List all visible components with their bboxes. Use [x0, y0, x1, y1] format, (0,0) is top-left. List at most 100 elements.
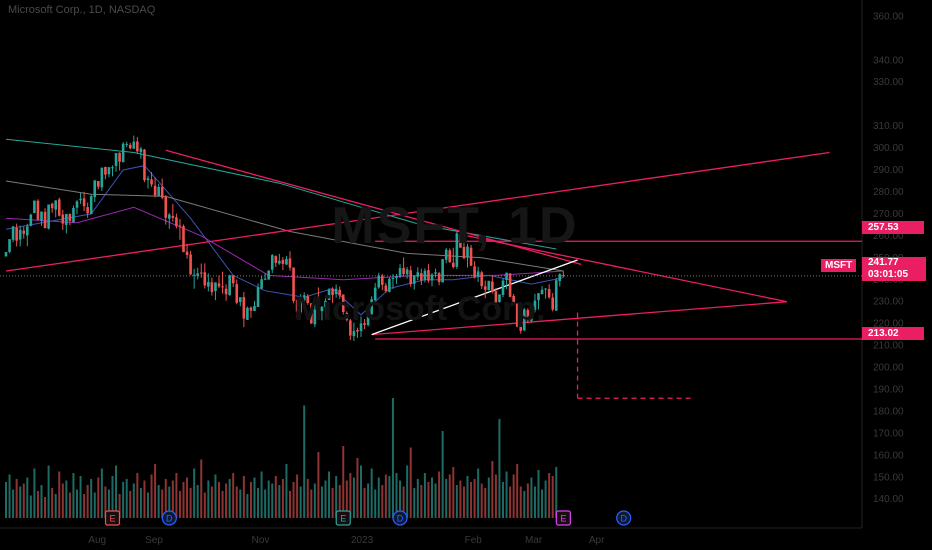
candle-body	[125, 143, 128, 145]
volume-bar	[281, 479, 284, 518]
volume-bar	[292, 482, 295, 518]
earnings-marker	[104, 510, 121, 526]
volume-bar	[44, 497, 47, 518]
volume-bar	[100, 468, 103, 518]
volume-bar	[523, 491, 526, 518]
volume-bar	[289, 491, 291, 518]
volume-bar	[72, 473, 75, 518]
price-axis-label: 340.00	[873, 55, 904, 66]
candle-body	[93, 180, 97, 198]
volume-bar	[5, 482, 7, 518]
candle-body	[554, 280, 558, 311]
candle-body	[352, 331, 356, 337]
volume-bar	[143, 480, 146, 518]
candle-body	[228, 275, 231, 296]
volume-bar	[12, 489, 15, 518]
candle-body	[384, 285, 388, 292]
candle-body	[292, 267, 295, 302]
volume-bar	[196, 485, 199, 518]
candle-body	[334, 288, 338, 295]
candle-body	[409, 270, 412, 285]
upper-level-price-tag: 257.53	[862, 221, 924, 234]
candle-body	[448, 250, 452, 263]
time-axis-label: Apr	[589, 535, 605, 546]
volume-bar	[203, 492, 206, 518]
volume-bar	[512, 474, 515, 518]
dividend-marker	[161, 510, 177, 526]
volume-bar	[320, 486, 323, 518]
candle-body	[434, 272, 437, 274]
candle-body	[338, 289, 341, 296]
candle-body	[214, 282, 217, 291]
price-axis-label: 230.00	[873, 297, 904, 308]
candle-body	[391, 277, 395, 279]
price-axis-label: 360.00	[873, 11, 904, 22]
volume-bar	[363, 488, 366, 518]
price-axis-label: 190.00	[873, 384, 904, 395]
candle-body	[182, 226, 185, 253]
candle-body	[317, 309, 320, 312]
candle-body	[65, 213, 68, 225]
volume-bar	[58, 471, 61, 518]
volume-bar	[239, 489, 242, 518]
volume-bar	[420, 485, 423, 518]
volume-bar	[61, 483, 64, 518]
price-axis-label: 280.00	[873, 187, 904, 198]
price-axis-label: 290.00	[873, 165, 904, 176]
price-axis-label: 270.00	[873, 209, 904, 220]
candle-body	[171, 215, 175, 218]
candle-body	[469, 247, 473, 266]
candle-body	[299, 299, 302, 313]
volume-bar	[274, 476, 277, 518]
volume-bar	[111, 476, 114, 518]
candle-body	[89, 196, 93, 215]
volume-bar	[68, 492, 71, 518]
volume-bar	[349, 473, 352, 518]
volume-bar	[257, 488, 260, 518]
candle-body	[295, 299, 299, 312]
volume-bar	[129, 491, 132, 518]
candle-body	[313, 309, 317, 325]
marker-label: E	[109, 514, 115, 524]
time-axis-label: Nov	[252, 535, 270, 546]
volume-bar	[264, 489, 267, 518]
price-axis-label: 170.00	[873, 428, 904, 439]
volume-bar	[473, 479, 476, 518]
candle-body	[349, 320, 352, 336]
marker-label: D	[397, 514, 404, 524]
volume-bar	[235, 486, 238, 518]
company-watermark: Microsoft Corp.	[294, 290, 546, 328]
volume-bar	[33, 468, 36, 518]
time-axis-label: 2023	[351, 535, 374, 546]
price-axis-label: 200.00	[873, 363, 904, 374]
candle-body	[498, 294, 501, 303]
volume-bar	[498, 419, 501, 518]
time-axis-label: Aug	[88, 535, 106, 546]
volume-bar	[388, 476, 391, 518]
candle-body	[373, 287, 377, 301]
candle-body	[455, 233, 459, 267]
volume-bar	[221, 491, 224, 518]
volume-bar	[391, 398, 394, 518]
volume-bar	[402, 486, 405, 518]
volume-bar	[470, 482, 473, 518]
volume-bar	[367, 483, 370, 518]
volume-bar	[171, 480, 174, 518]
candle-body	[512, 295, 515, 305]
triangle-upper-line	[467, 235, 788, 303]
support-trendline	[371, 259, 578, 336]
price-axis-label: 330.00	[873, 77, 904, 88]
candle-body	[494, 291, 498, 303]
candle-body	[547, 288, 551, 298]
candle-body	[331, 288, 334, 296]
candle-body	[430, 274, 434, 281]
candle-body	[97, 180, 100, 187]
volume-bar	[132, 483, 135, 518]
candle-body	[345, 312, 349, 320]
candle-body	[57, 199, 61, 216]
candle-body	[327, 289, 331, 300]
candle-body	[189, 254, 192, 275]
volume-bar	[452, 467, 455, 518]
price-axis-label: 300.00	[873, 143, 904, 154]
